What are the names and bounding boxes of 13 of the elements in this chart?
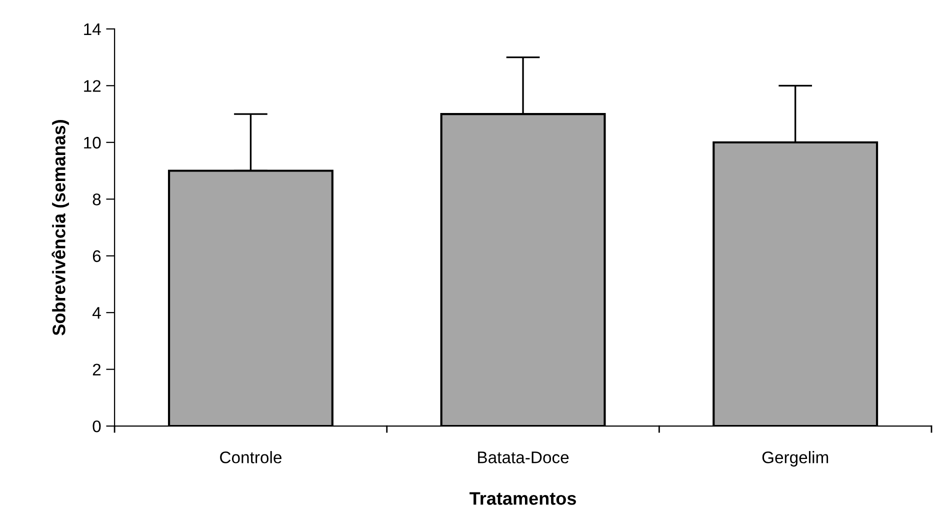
x-tick-label: Batata-Doce: [478, 452, 569, 464]
x-axis-title: Tratamentos: [470, 492, 576, 505]
y-tick-label: 0: [92, 420, 101, 432]
y-axis-title: Sobrevivência (semanas): [52, 120, 69, 336]
y-tick-label: 6: [92, 250, 101, 262]
y-tick-label: 10: [84, 136, 101, 149]
y-tick-label: 2: [92, 364, 101, 376]
x-tick-label: Gergelim: [762, 451, 828, 467]
y-tick-label: 4: [92, 307, 101, 319]
y-tick-label: 8: [92, 194, 101, 206]
y-tick-label: 14: [84, 24, 101, 35]
x-tick-label: Controle: [220, 451, 282, 464]
y-tick-label: 12: [84, 80, 101, 92]
